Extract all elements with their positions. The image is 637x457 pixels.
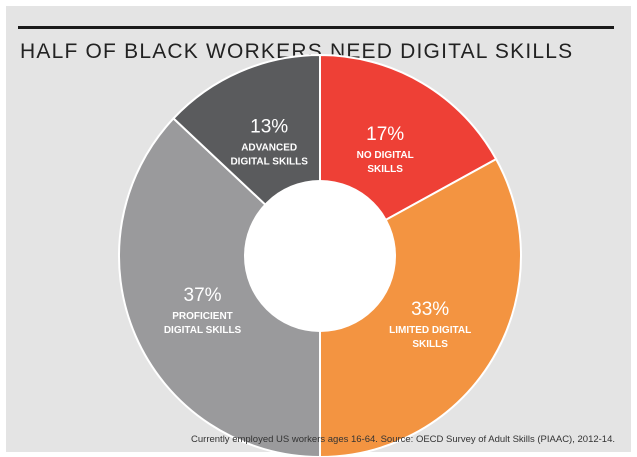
- data-label-advanced-digital-skills: 13%: [250, 117, 288, 138]
- donut-hole: [244, 180, 396, 332]
- slice-label-limited-digital-skills-line-2: SKILLS: [412, 339, 448, 350]
- slice-label-advanced-digital-skills-line-2: DIGITAL SKILLS: [230, 157, 308, 168]
- slice-proficient-digital-skills: [118, 116, 321, 457]
- data-label-no-digital-skills: 17%: [366, 124, 404, 145]
- slice-label-no-digital-skills-line-1: NO DIGITAL: [357, 150, 414, 161]
- slice-label-limited-digital-skills-line-1: LIMITED DIGITAL: [389, 325, 471, 336]
- chart-title: HALF OF BLACK WORKERS NEED DIGITAL SKILL…: [20, 40, 574, 63]
- top-rule: [18, 26, 614, 29]
- slice-label-proficient-digital-skills-line-2: DIGITAL SKILLS: [164, 325, 242, 336]
- slice-label-no-digital-skills-line-2: SKILLS: [367, 164, 403, 175]
- source-note: Currently employed US workers ages 16-64…: [191, 434, 615, 445]
- labels-group: 17% NO DIGITAL SKILLS 33% LIMITED DIGITAL SKI…: [164, 117, 471, 351]
- slice-label-proficient-digital-skills-line-1: PROFICIENT: [172, 311, 233, 322]
- data-label-proficient-digital-skills: 37%: [184, 285, 222, 306]
- data-label-limited-digital-skills: 33%: [411, 299, 449, 320]
- slice-label-advanced-digital-skills-line-1: ADVANCED: [241, 143, 297, 154]
